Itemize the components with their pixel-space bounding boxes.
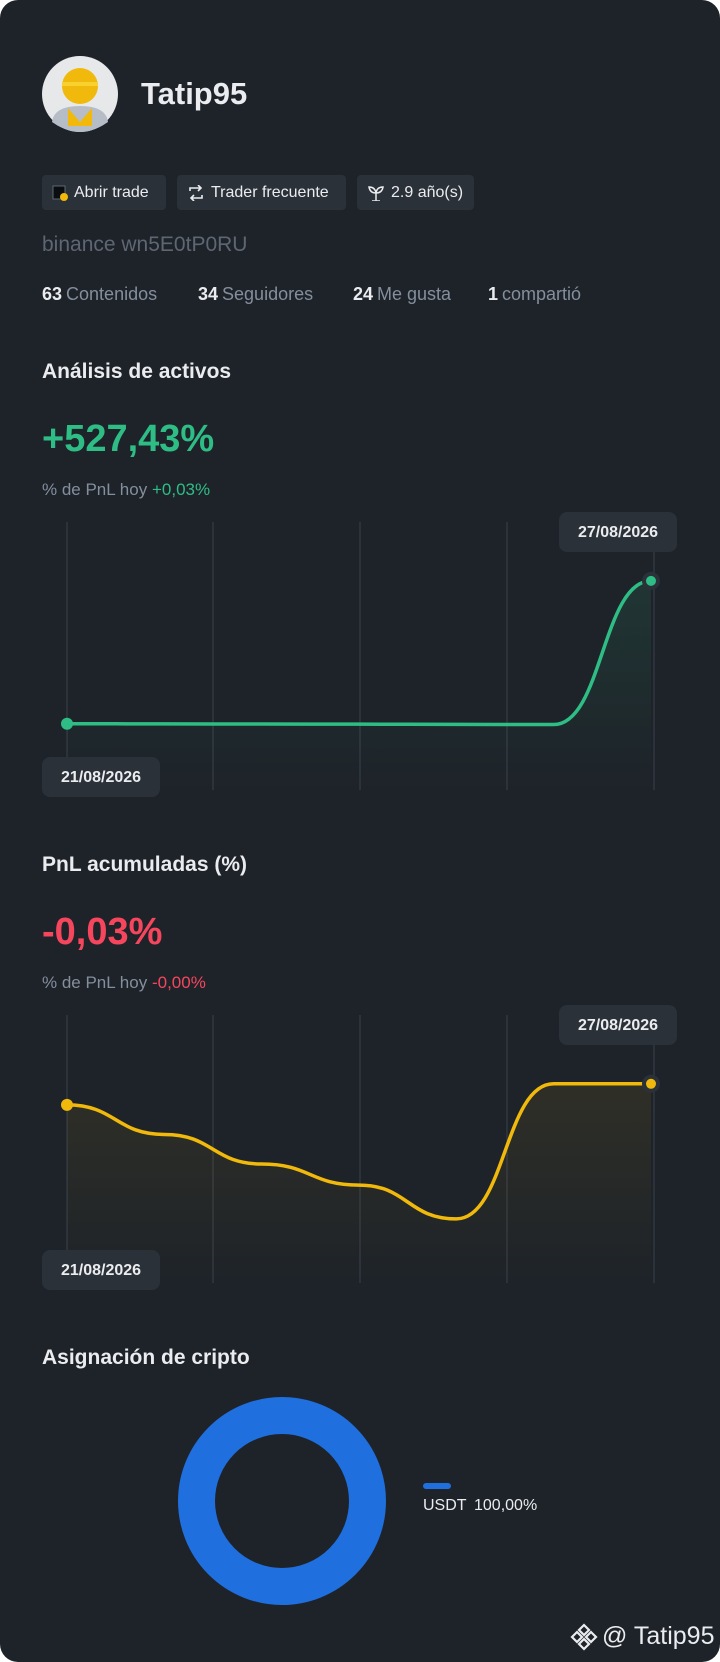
date-label: 27/08/2026	[578, 524, 658, 541]
badge-icon	[189, 184, 203, 201]
section-title: Análisis de activos	[42, 360, 232, 383]
stat-value: 1	[488, 284, 499, 304]
stat-label: Contenidos	[66, 284, 158, 304]
stat-label: Me gusta	[377, 284, 452, 304]
account-id: binance wn5E0tP0RU	[42, 233, 248, 256]
section-title: Asignación de cripto	[42, 1346, 250, 1369]
date-tooltip	[42, 1250, 160, 1290]
date-label: 21/08/2026	[61, 769, 141, 786]
username: Tatip95	[141, 76, 248, 111]
stat: 24 Me gusta	[353, 284, 451, 305]
date-label: 27/08/2026	[578, 1017, 658, 1034]
logo	[570, 1623, 598, 1651]
badge-icon	[368, 185, 384, 201]
stat-value: 63	[42, 284, 63, 304]
end-dot	[646, 1078, 656, 1089]
line-area	[67, 1083, 651, 1283]
donut-segment	[178, 1397, 386, 1605]
badge-label: Abrir trade	[74, 183, 149, 201]
badge: 2.9 año(s)	[357, 175, 474, 210]
today-label: % de PnL hoy	[42, 480, 148, 499]
watermark: @ Tatip95	[602, 1622, 715, 1650]
date-tooltip	[559, 1005, 677, 1045]
today-pnl: % de PnL hoy +0,03%	[42, 480, 210, 500]
today-value: -0,00%	[151, 973, 206, 992]
end-dot	[646, 575, 656, 586]
end-dot	[61, 1098, 73, 1111]
stat-label: Seguidores	[222, 284, 314, 304]
stat-value: 34	[198, 284, 219, 304]
date-label: 21/08/2026	[61, 1262, 141, 1279]
stat-value: 24	[353, 284, 374, 304]
today-label: % de PnL hoy	[42, 973, 148, 992]
stat: 63 Contenidos	[42, 284, 157, 305]
stat: 34 Seguidores	[198, 284, 313, 305]
stat-label: compartió	[502, 284, 582, 304]
legend-label: USDT	[423, 1497, 467, 1514]
legend-value: 100,00%	[474, 1497, 537, 1514]
today-value: +0,03%	[151, 480, 211, 499]
stat: 1 compartió	[488, 284, 581, 305]
today-pnl: % de PnL hoy -0,00%	[42, 973, 206, 993]
line-area	[67, 580, 651, 790]
total-pnl: +527,43%	[42, 418, 215, 460]
total-pnl: -0,03%	[42, 911, 163, 953]
end-dot	[61, 717, 73, 730]
legend-swatch	[423, 1483, 451, 1489]
section-title: PnL acumuladas (%)	[42, 853, 247, 876]
date-tooltip	[42, 757, 160, 797]
line	[66, 1082, 651, 1221]
badge: Abrir trade	[42, 175, 166, 210]
badge: Trader frecuente	[177, 175, 346, 210]
badge-label: Trader frecuente	[211, 183, 329, 201]
avatar	[42, 56, 118, 132]
badge-icon	[52, 185, 68, 201]
badge-label: 2.9 año(s)	[391, 183, 464, 201]
date-tooltip	[559, 512, 677, 552]
line	[66, 579, 652, 727]
